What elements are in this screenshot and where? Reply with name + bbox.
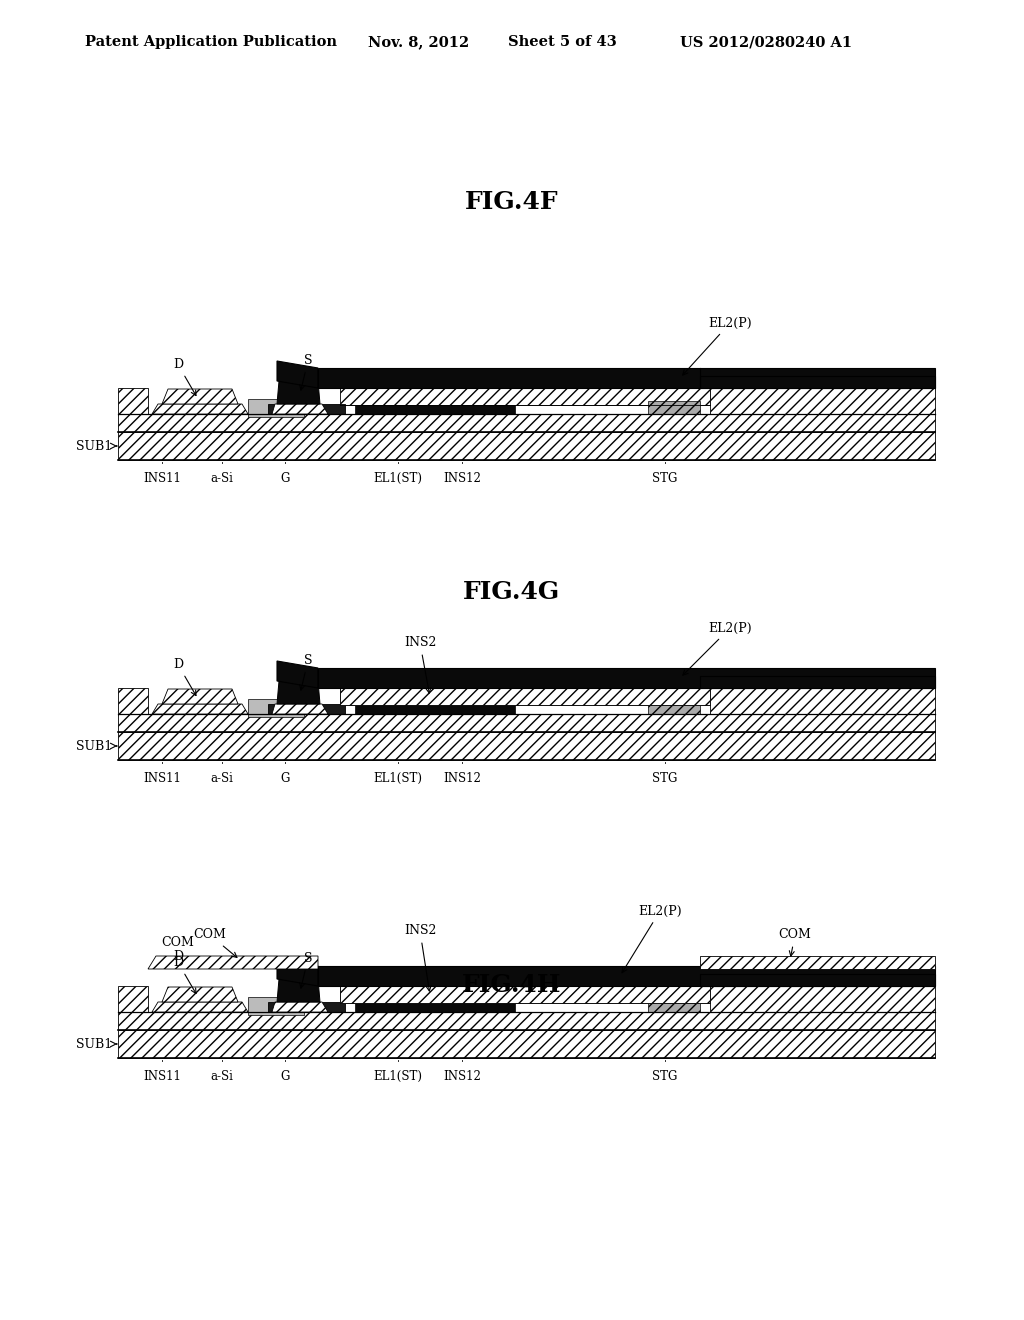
Bar [340,688,710,705]
Text: STG: STG [652,1071,678,1082]
Text: STG: STG [652,772,678,785]
Text: a-Si: a-Si [211,473,233,484]
Text: EL1(ST): EL1(ST) [374,1071,423,1082]
Bar [118,733,935,760]
Polygon shape [152,404,248,414]
Bar [318,368,935,388]
Polygon shape [278,661,318,688]
Bar [248,399,304,417]
Text: a-Si: a-Si [211,772,233,785]
Polygon shape [162,689,238,704]
Polygon shape [278,381,319,404]
Bar [710,388,935,414]
Polygon shape [162,987,238,1002]
Bar [340,388,710,405]
Bar [340,688,710,705]
Text: INS2: INS2 [403,636,436,693]
Bar [648,401,700,414]
Text: EL2(P): EL2(P) [683,317,752,375]
Text: EL1(ST): EL1(ST) [374,473,423,484]
Bar [268,404,345,414]
Text: Patent Application Publication: Patent Application Publication [85,36,337,49]
Bar [118,388,148,414]
Bar [318,966,935,986]
Bar [340,986,710,1003]
Polygon shape [278,681,319,704]
Text: INS11: INS11 [143,473,181,484]
Bar [118,688,148,714]
Text: INS12: INS12 [443,772,481,785]
Text: EL2(P): EL2(P) [683,622,752,675]
Bar [248,700,304,717]
Bar [118,432,935,459]
Text: COM: COM [778,928,811,956]
Text: D: D [173,956,196,994]
Polygon shape [272,704,328,714]
Text: G: G [281,473,290,484]
Bar [118,1012,935,1030]
Text: SUB1: SUB1 [76,440,112,453]
Text: INS11: INS11 [143,772,181,785]
Text: a-Si: a-Si [211,1071,233,1082]
Polygon shape [272,404,328,414]
Text: S: S [300,354,312,391]
Bar [355,405,515,414]
Polygon shape [272,1002,328,1012]
Text: EL2(P): EL2(P) [623,904,682,973]
Text: INS11: INS11 [143,1071,181,1082]
Text: COM: COM [162,936,195,949]
Bar [710,986,935,1012]
Text: Sheet 5 of 43: Sheet 5 of 43 [508,36,616,49]
Bar [355,705,515,714]
Text: FIG.4F: FIG.4F [465,190,559,214]
Polygon shape [278,960,318,986]
Bar [118,1030,935,1059]
Text: D: D [173,657,196,696]
Text: FIG.4H: FIG.4H [462,973,562,997]
Text: COM: COM [194,928,237,957]
Text: INS12: INS12 [443,1071,481,1082]
Text: INS2: INS2 [403,924,436,991]
Bar [268,704,345,714]
Bar [268,1002,345,1012]
Text: EL1(ST): EL1(ST) [374,772,423,785]
Bar [700,376,935,388]
Bar [355,1003,515,1012]
Bar [340,986,710,1003]
Text: STG: STG [652,473,678,484]
Text: FIG.4G: FIG.4G [464,579,560,605]
Bar [118,714,935,733]
Polygon shape [152,704,248,714]
Bar [118,986,148,1012]
Bar [700,974,935,986]
Text: S: S [300,653,312,690]
Text: US 2012/0280240 A1: US 2012/0280240 A1 [680,36,852,49]
Bar [248,997,304,1015]
Bar [118,414,935,432]
Bar [710,688,935,714]
Polygon shape [278,360,318,388]
Bar [648,999,700,1012]
Text: G: G [281,1071,290,1082]
Polygon shape [148,956,318,969]
Text: D: D [173,358,196,396]
Polygon shape [162,389,238,404]
Text: D: D [173,950,183,964]
Bar [318,668,935,688]
Bar [700,676,935,688]
Bar [700,956,935,969]
Text: S: S [300,952,312,989]
Bar [648,701,700,714]
Text: SUB1: SUB1 [76,1038,112,1051]
Polygon shape [152,1002,248,1012]
Text: INS12: INS12 [443,473,481,484]
Text: SUB1: SUB1 [76,739,112,752]
Polygon shape [278,979,319,1002]
Text: Nov. 8, 2012: Nov. 8, 2012 [368,36,469,49]
Text: G: G [281,772,290,785]
